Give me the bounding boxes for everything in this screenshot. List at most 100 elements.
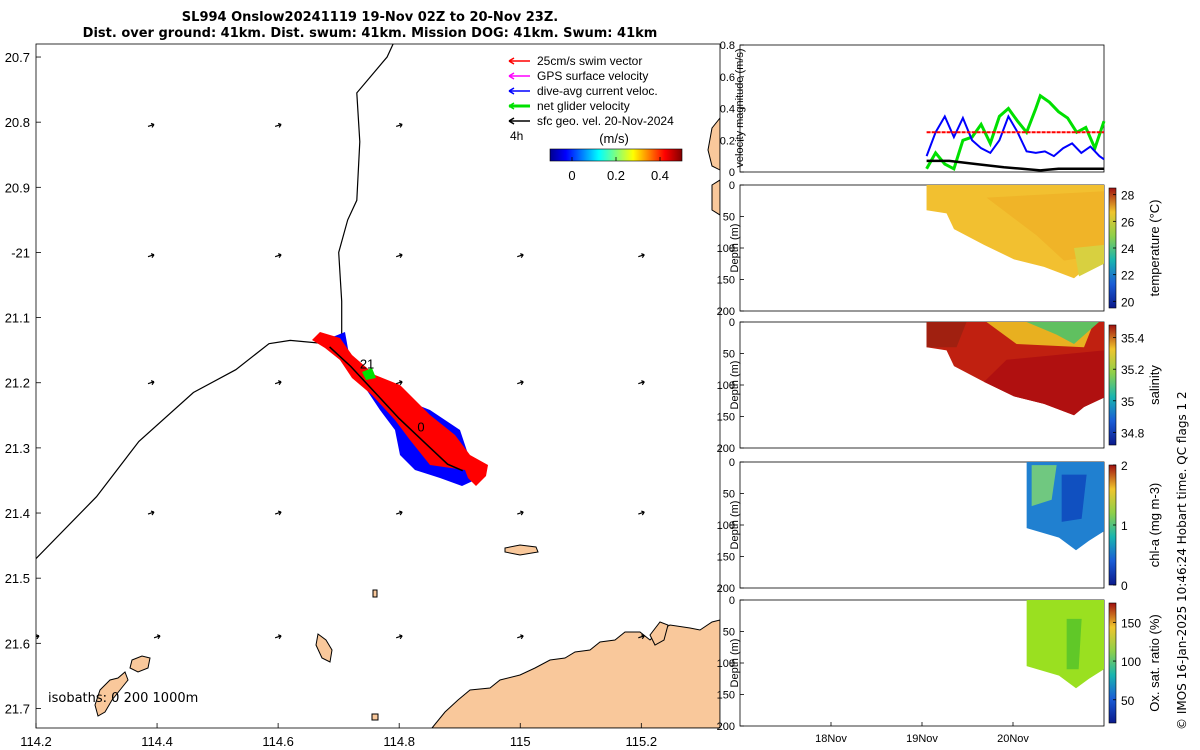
colorbar-tick-label: 100 — [1121, 655, 1141, 669]
legend-arrowhead — [508, 72, 515, 80]
geo-vector-arrow — [274, 380, 282, 386]
geo-vector-arrow — [274, 253, 282, 259]
map-colorbar: (m/s) 0 0.2 0.4 — [549, 131, 683, 183]
depth-ytick-label: 0 — [729, 317, 735, 329]
depth-ytick-label: 100 — [717, 380, 735, 392]
geo-vector-arrow — [517, 510, 524, 516]
depth-ytick-label: 50 — [723, 212, 735, 224]
geo-vector-arrow — [638, 253, 645, 259]
colorbar-tick-label: 0.4 — [651, 168, 669, 183]
depth-ylabel: Depth (m) — [729, 224, 741, 273]
depth-ytick-label: 200 — [717, 721, 735, 733]
colorbar-tick-label: 34.8 — [1121, 426, 1145, 440]
depth-ytick-label: 200 — [717, 583, 735, 595]
geo-vector-arrow — [147, 122, 155, 128]
time-xtick-label: 18Nov — [815, 733, 847, 745]
geo-vector-arrow — [395, 253, 403, 259]
geo-vector-arrow — [153, 634, 161, 640]
map-ytick-label: -21 — [11, 245, 30, 260]
map-ytick-label: 21.7 — [5, 701, 30, 716]
velocity-series-line — [926, 159, 1104, 172]
velocity-series-line — [925, 93, 1106, 171]
salinity-surface-zone — [926, 322, 967, 348]
depth-ytick-label: 50 — [723, 627, 735, 639]
depth-ylabel: Depth (m) — [729, 501, 741, 550]
colorbar-tick-label: 150 — [1121, 616, 1141, 630]
depth-ytick-label: 150 — [717, 552, 735, 564]
salinity-panel: 0 50 100 150 200 Depth (m) 34.8 35 35.2 35.4 salin… — [717, 317, 1162, 455]
colorbar-tick-label: 1 — [1121, 519, 1128, 533]
land-mass — [94, 117, 720, 728]
velocity-panel: 0 0.2 0.4 0.6 0.8 velocity magnitude (m/s) — [720, 40, 1106, 179]
depth-ytick-label: 100 — [717, 243, 735, 255]
legend-label: dive-avg current veloc. — [537, 84, 658, 98]
chl-high-zone — [1031, 465, 1057, 507]
velocity-ylabel: velocity magnitude (m/s) — [734, 48, 746, 167]
geo-vector-arrow — [638, 634, 645, 640]
depth-ytick-label: 150 — [717, 275, 735, 287]
map-ytick-label: 21.3 — [5, 441, 30, 456]
depth-ytick-label: 0 — [729, 457, 735, 469]
map-xtick-label: 114.6 — [262, 734, 294, 749]
geo-vector-arrow — [517, 380, 524, 386]
colorbar-tick-label: 0 — [568, 168, 575, 183]
map-ytick-label: 20.9 — [5, 180, 30, 195]
swim-vector-fan — [312, 332, 488, 486]
geo-vector-arrow — [274, 122, 282, 128]
oxygen-colorbar — [1108, 602, 1117, 724]
geo-vector-arrow — [395, 122, 403, 128]
depth-ylabel: Depth (m) — [729, 639, 741, 688]
depth-ytick-label: 200 — [717, 443, 735, 455]
map-ytick-label: 20.7 — [5, 50, 30, 65]
map-panel: 114.2 114.4 114.6 114.8 115 115.2 20.7 20.8 20.… — [5, 43, 721, 749]
oxygen-zone — [1066, 618, 1082, 670]
geo-vector-arrow — [395, 380, 403, 386]
colorbar-tick-label: 28 — [1121, 189, 1135, 203]
depth-ylabel: Depth (m) — [729, 361, 741, 410]
map-ytick-label: 21.5 — [5, 571, 30, 586]
colorbar-tick-label: 35.2 — [1121, 363, 1145, 377]
colorbar-tick-label: 20 — [1121, 295, 1135, 309]
velocity-ytick-label: 0 — [729, 167, 735, 179]
depth-ytick-label: 150 — [717, 690, 735, 702]
map-xtick-label: 114.2 — [20, 734, 52, 749]
temperature-cool-zone — [1074, 244, 1104, 277]
chart-title-line1: SL994 Onslow20241119 19-Nov 02Z to 20-No… — [181, 10, 559, 25]
track-time-label: 0 — [417, 420, 424, 435]
geo-vector-arrow — [147, 253, 155, 259]
geo-vector-field — [36, 122, 645, 640]
isobaths-label: isobaths: 0 200 1000m — [48, 691, 199, 706]
map-ytick-label: 21.6 — [5, 636, 30, 651]
depth-ytick-label: 150 — [717, 412, 735, 424]
depth-ytick-label: 50 — [723, 489, 735, 501]
legend-label: GPS surface velocity — [537, 69, 648, 83]
depth-ytick-label: 100 — [717, 520, 735, 532]
geo-vector-arrow — [274, 510, 282, 516]
map-ytick-label: 21.2 — [5, 376, 30, 391]
map-xtick-label: 114.8 — [383, 734, 415, 749]
colorbar-tick-label: 0.2 — [607, 168, 625, 183]
colorbar-tick-label: 35.4 — [1121, 332, 1145, 346]
chl-a-panel: 0 50 100 150 200 Depth (m) 0 1 2 chl-a (mg m-3) — [717, 457, 1162, 595]
velocity-ytick-label: 0.2 — [720, 135, 735, 147]
geo-vector-arrow — [147, 510, 155, 516]
legend-scale-label: 4h — [510, 129, 523, 143]
legend-label: net glider velocity — [537, 99, 630, 113]
depth-ytick-label: 0 — [729, 595, 735, 607]
depth-ytick-label: 0 — [729, 180, 735, 192]
chl-low-zone — [1061, 474, 1087, 522]
depth-ytick-label: 50 — [723, 349, 735, 361]
legend-arrowhead — [508, 102, 515, 110]
temperature-panel: 0 50 100 150 200 Depth (m) 20 22 24 26 28 temperatu… — [717, 180, 1162, 318]
legend-label: sfc geo. vel. 20-Nov-2024 — [537, 114, 674, 128]
colorbar-tick-label: 26 — [1121, 215, 1135, 229]
map-xtick-label: 114.4 — [141, 734, 173, 749]
salinity-high-zone — [984, 350, 1104, 416]
temperature-cbar-label: temperature (°C) — [1147, 200, 1162, 297]
colorbar-tick-label: 0 — [1121, 579, 1128, 593]
map-ytick-label: 21.1 — [5, 311, 30, 326]
net-velocity-mark — [362, 368, 376, 380]
